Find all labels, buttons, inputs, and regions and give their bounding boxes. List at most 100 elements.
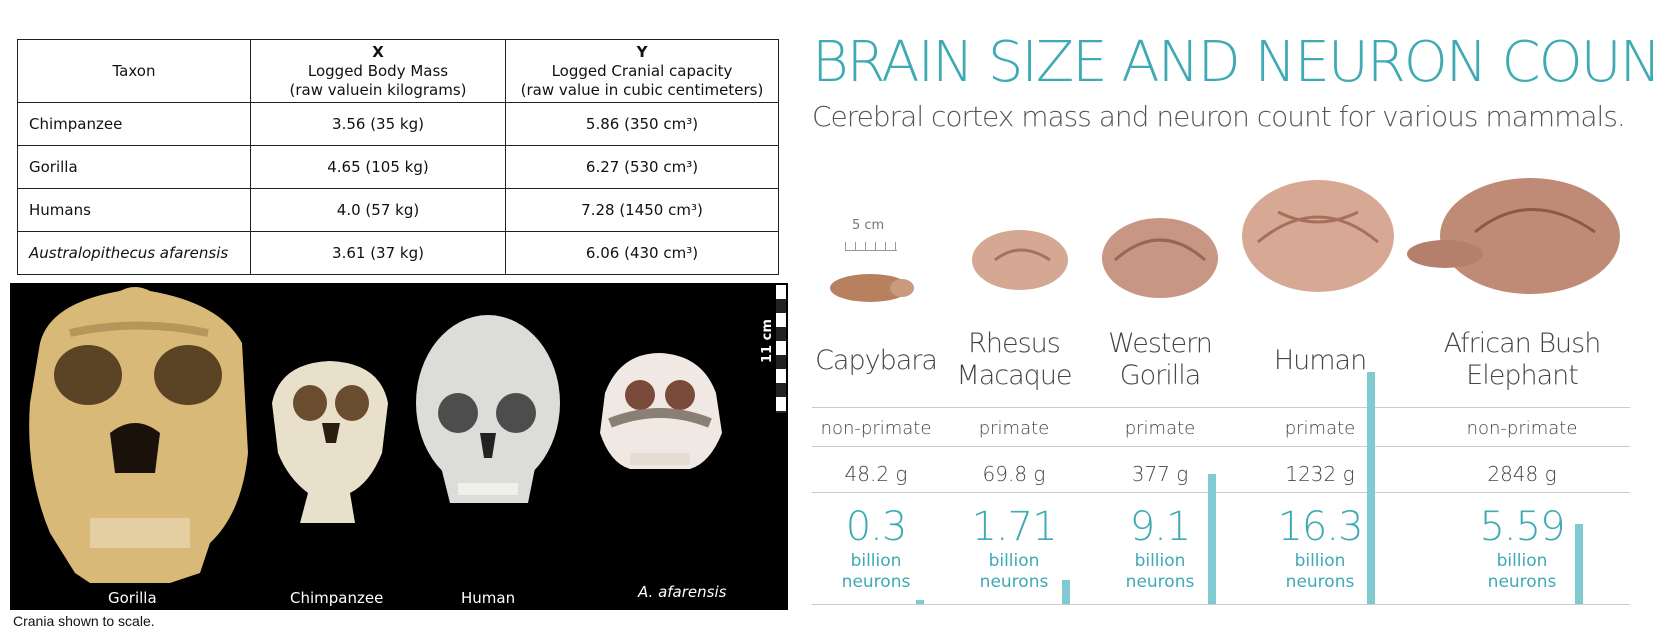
- header-var: Y: [636, 42, 648, 61]
- scale-label: 5 cm: [852, 218, 885, 233]
- table-row: Chimpanzee 3.56 (35 kg) 5.86 (350 cm³): [17, 102, 779, 147]
- classification: non-primate: [820, 418, 932, 439]
- header-label: Logged Body Mass: [307, 61, 449, 80]
- neuron-bar: [916, 600, 924, 604]
- human-brain-image: [1242, 180, 1394, 292]
- cell-taxon: Chimpanzee: [17, 102, 251, 147]
- unit-line: billion: [1294, 551, 1346, 571]
- classification: primate: [1284, 418, 1356, 439]
- unit-line: billion: [1496, 551, 1548, 571]
- cell-y: 5.86 (350 cm³): [505, 102, 779, 147]
- animal-name-line: Western: [1108, 328, 1213, 359]
- neuron-unit: billion neurons: [1256, 551, 1384, 593]
- neuron-count: 16.3: [1277, 504, 1363, 550]
- cell-y: 6.27 (530 cm³): [505, 145, 779, 190]
- skull-label: A. afarensis: [638, 583, 727, 601]
- gorilla-skull-image: [29, 287, 248, 583]
- divider: [812, 446, 1630, 447]
- cell-x: 3.61 (37 kg): [250, 231, 506, 275]
- animal-name: Rhesus Macaque: [950, 328, 1078, 392]
- elephant-brain-image: [1407, 178, 1620, 294]
- capybara-brain-image: [830, 274, 914, 302]
- cortex-mass: 48.2 g: [844, 462, 908, 486]
- skull-photo: 11 cm Gorilla Chimpanzee Human A. afaren…: [10, 283, 788, 610]
- cell-x: 4.0 (57 kg): [250, 188, 506, 233]
- animal-name-line: African Bush: [1443, 328, 1602, 359]
- header-sub: (raw value in cubic centimeters): [520, 80, 764, 99]
- skull-label: Human: [461, 589, 516, 607]
- animal-name-line: Gorilla: [1119, 360, 1202, 391]
- cell-y: 7.28 (1450 cm³): [505, 188, 779, 233]
- divider: [812, 407, 1630, 408]
- cell-x: 3.56 (35 kg): [250, 102, 506, 147]
- animal-name-line: Macaque: [956, 360, 1072, 391]
- unit-line: neurons: [841, 572, 911, 592]
- animal-name-line: Capybara: [815, 345, 938, 376]
- afarensis-skull-image: [600, 353, 722, 469]
- neuron-bar: [1367, 372, 1375, 604]
- scale-ruler: [845, 242, 897, 251]
- animal-name: Capybara: [812, 345, 940, 377]
- animal-name-line: Rhesus: [968, 328, 1061, 359]
- animal-name: Western Gorilla: [1096, 328, 1224, 392]
- neuron-unit: billion neurons: [1432, 551, 1612, 593]
- skulls-illustration: [29, 287, 722, 583]
- chimpanzee-skull-image: [272, 361, 388, 523]
- skull-label: Gorilla: [108, 589, 157, 607]
- cortex-mass: 2848 g: [1487, 462, 1557, 486]
- neuron-count: 9.1: [1129, 504, 1192, 550]
- cell-taxon: Australopithecus afarensis: [17, 231, 251, 275]
- animal-name: Human: [1256, 345, 1384, 377]
- header-label: Logged Cranial capacity: [551, 61, 733, 80]
- unit-line: neurons: [979, 572, 1049, 592]
- neuron-bar: [1208, 474, 1216, 604]
- header-x: X Logged Body Mass (raw valuein kilogram…: [250, 38, 506, 104]
- skull-label: Chimpanzee: [290, 589, 384, 607]
- classification: primate: [1124, 418, 1196, 439]
- header-taxon: Taxon: [17, 38, 251, 104]
- table-row: Gorilla 4.65 (105 kg) 6.27 (530 cm³): [17, 145, 779, 190]
- unit-line: neurons: [1487, 572, 1557, 592]
- table-row: Australopithecus afarensis 3.61 (37 kg) …: [17, 231, 779, 275]
- header-y: Y Logged Cranial capacity (raw value in …: [505, 38, 779, 104]
- unit-line: neurons: [1125, 572, 1195, 592]
- unit-line: neurons: [1285, 572, 1355, 592]
- neuron-count: 0.3: [845, 504, 908, 550]
- neuron-unit: billion neurons: [950, 551, 1078, 593]
- cortex-mass: 377 g: [1131, 462, 1189, 486]
- neuron-bar: [1062, 580, 1070, 604]
- neuron-bar: [1575, 524, 1583, 604]
- neuron-unit: billion neurons: [1096, 551, 1224, 593]
- cortex-mass: 69.8 g: [982, 462, 1046, 486]
- header-var: X: [372, 42, 384, 61]
- header-label: Taxon: [112, 61, 156, 80]
- classification: non-primate: [1466, 418, 1578, 439]
- cell-taxon: Humans: [17, 188, 251, 233]
- divider: [812, 604, 1630, 605]
- gorilla-brain-image: [1102, 218, 1218, 298]
- cell-taxon: Gorilla: [17, 145, 251, 190]
- infographic-subtitle: Cerebral cortex mass and neuron count fo…: [812, 100, 1626, 133]
- unit-line: billion: [988, 551, 1040, 571]
- cell-y: 6.06 (430 cm³): [505, 231, 779, 275]
- cortex-mass: 1232 g: [1285, 462, 1355, 486]
- unit-line: billion: [850, 551, 902, 571]
- photo-caption: Crania shown to scale.: [13, 613, 155, 629]
- animal-name-line: Human: [1273, 345, 1367, 376]
- classification: primate: [978, 418, 1050, 439]
- table-row: Humans 4.0 (57 kg) 7.28 (1450 cm³): [17, 188, 779, 233]
- neuron-count: 1.71: [971, 504, 1057, 550]
- scale-label: 11 cm: [760, 319, 775, 363]
- neuron-unit: billion neurons: [812, 551, 940, 593]
- macaque-brain-image: [972, 230, 1068, 290]
- infographic-title: BRAIN SIZE AND NEURON COUNT: [812, 30, 1658, 95]
- neuron-count: 5.59: [1479, 504, 1565, 550]
- divider: [812, 492, 1630, 493]
- animal-name-line: Elephant: [1466, 360, 1579, 391]
- header-sub: (raw valuein kilograms): [289, 80, 467, 99]
- data-table: Taxon X Logged Body Mass (raw valuein ki…: [17, 38, 779, 275]
- human-skull-image: [416, 315, 560, 503]
- table-header-row: Taxon X Logged Body Mass (raw valuein ki…: [17, 38, 779, 104]
- unit-line: billion: [1134, 551, 1186, 571]
- scale-bar: [776, 285, 786, 413]
